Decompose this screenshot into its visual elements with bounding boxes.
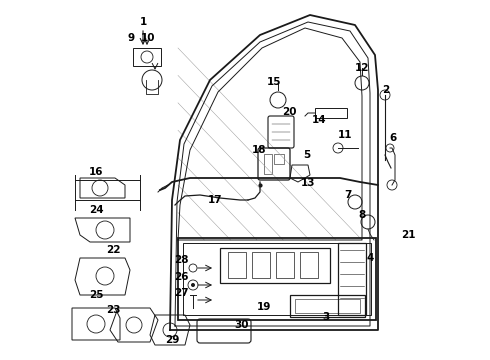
Bar	[276, 252, 294, 278]
Text: 11: 11	[338, 130, 352, 140]
Text: 20: 20	[282, 107, 296, 117]
Bar	[290, 295, 365, 317]
Text: 16: 16	[89, 167, 103, 177]
Text: 22: 22	[106, 245, 120, 255]
Text: 6: 6	[390, 133, 396, 143]
Text: 28: 28	[174, 255, 188, 265]
Bar	[295, 299, 360, 313]
Bar	[274, 154, 284, 164]
Text: 23: 23	[106, 305, 120, 315]
Bar	[264, 154, 272, 174]
Text: 25: 25	[89, 290, 103, 300]
Bar	[178, 238, 376, 320]
Bar	[228, 252, 246, 278]
Text: 24: 24	[89, 205, 103, 215]
Circle shape	[191, 283, 195, 287]
Bar	[338, 243, 366, 315]
Text: 1: 1	[139, 17, 147, 27]
Bar	[220, 248, 330, 283]
Text: 10: 10	[141, 33, 155, 43]
Text: 26: 26	[174, 272, 188, 282]
Text: 2: 2	[382, 85, 390, 95]
Bar	[315, 108, 347, 118]
Text: 18: 18	[252, 145, 266, 155]
Text: 8: 8	[358, 210, 366, 220]
Text: 17: 17	[208, 195, 222, 205]
Bar	[183, 243, 371, 315]
Bar	[133, 48, 161, 66]
Text: 7: 7	[344, 190, 352, 200]
Bar	[300, 252, 318, 278]
Text: 29: 29	[165, 335, 179, 345]
Text: 9: 9	[127, 33, 135, 43]
Text: 12: 12	[355, 63, 369, 73]
Text: 27: 27	[173, 288, 188, 298]
Text: 19: 19	[257, 302, 271, 312]
Text: 5: 5	[303, 150, 311, 160]
Text: 14: 14	[312, 115, 327, 125]
Text: 21: 21	[401, 230, 415, 240]
Text: 30: 30	[235, 320, 249, 330]
Text: 13: 13	[301, 178, 315, 188]
Text: 3: 3	[322, 312, 330, 322]
Text: 15: 15	[267, 77, 281, 87]
Bar	[252, 252, 270, 278]
Text: 4: 4	[367, 253, 374, 263]
